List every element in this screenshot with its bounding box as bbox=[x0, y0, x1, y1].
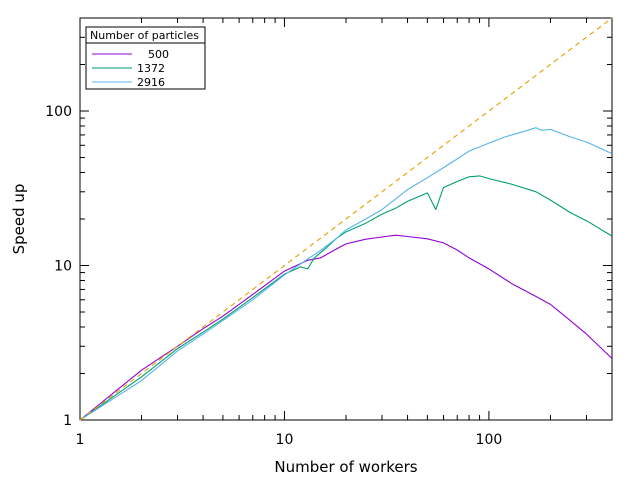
legend-box bbox=[85, 26, 206, 90]
legend-label-1372: 1372 bbox=[137, 62, 165, 75]
legend-label-2916: 2916 bbox=[137, 76, 165, 89]
legend-title: Number of particles bbox=[90, 29, 199, 42]
y-tick-label: 100 bbox=[45, 104, 72, 120]
legend-label-500: 500 bbox=[148, 48, 169, 61]
axis-ticks: 1 10 100 1 10 100 bbox=[45, 17, 613, 448]
series-line-2916 bbox=[79, 127, 613, 421]
x-tick-label: 1 bbox=[76, 432, 85, 448]
series-line-1372 bbox=[79, 175, 613, 421]
x-tick-label: 100 bbox=[476, 432, 503, 448]
x-axis-title: Number of workers bbox=[274, 458, 417, 476]
y-tick-label: 1 bbox=[63, 413, 72, 429]
legend: Number of particles 500 1372 2916 bbox=[85, 26, 206, 90]
ideal-speedup-line bbox=[79, 17, 613, 421]
y-tick-label: 10 bbox=[54, 259, 72, 275]
y-axis-title: Speed up bbox=[10, 184, 28, 255]
series-layer bbox=[79, 17, 613, 421]
x-tick-label: 10 bbox=[276, 432, 294, 448]
series-line-500 bbox=[79, 234, 613, 421]
